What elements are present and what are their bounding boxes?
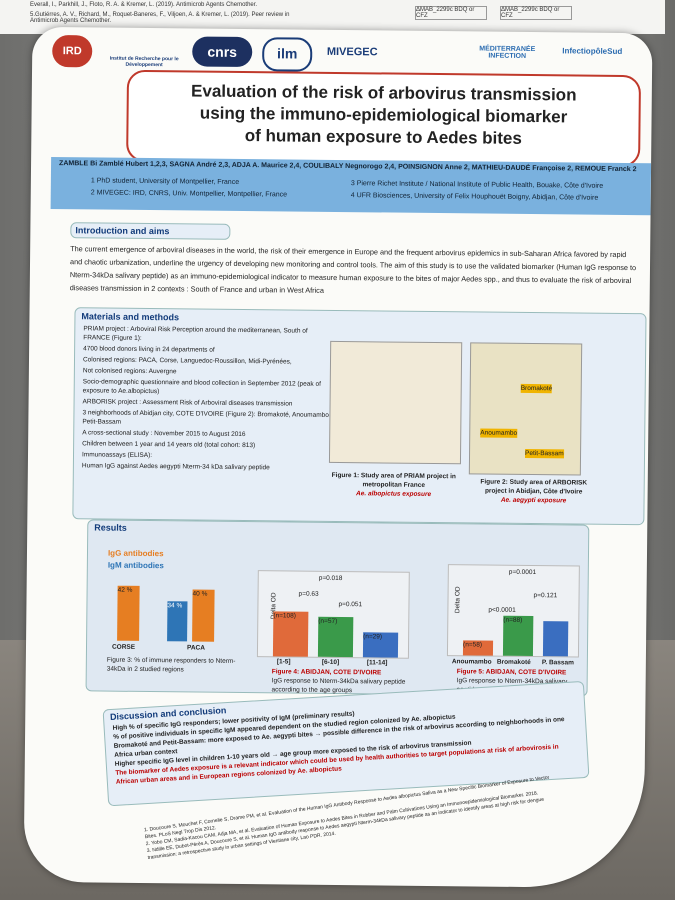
map-label: Petit-Bassam [525,448,564,459]
axis-label: Delta OD [454,586,462,614]
p-value: p<0.0001 [488,606,516,614]
map-label: Anoumambo [480,428,518,438]
ref: 5.Gutiérres, A. V., Richard, M., Roquet-… [30,12,290,24]
affiliation: 4 UFR Biosciences, University of Felix H… [350,192,599,202]
author-band: ZAMBLE Bi Zamblé Hubert 1,2,3, SAGNA And… [50,156,652,216]
ref: Everall, I., Parkhill, J., Floto, R. A. … [30,2,258,8]
legend: IgM antibodies [107,560,164,571]
intro-text: The current emergence of arboviral disea… [69,244,637,295]
p-value: p=0.121 [533,592,558,600]
box: (n=57) [317,616,354,658]
category: CORSE [111,643,136,651]
bar: 34 % [167,601,188,642]
method-item: ARBORISK project : Assessment Risk of Ar… [82,398,293,408]
box [542,621,569,657]
box: (n=58) [462,640,494,656]
fig5: Delta OD p=0.0001 p<0.0001 p=0.121 (n=58… [446,564,580,658]
method-item: Immunoassays (ELISA): [81,451,153,460]
logo: MÉDITERRANÉE INFECTION [479,45,536,60]
method-item: Colonised regions: PACA, Corse, Languedo… [82,356,292,366]
method-item: Not colonised regions: Auvergne [82,367,177,376]
method-item: 3 neighborhoods of Abidjan city, COTE D'… [82,409,331,426]
caption: Figure 1: Study area of PRIAM project in… [331,471,456,489]
category: PACA [186,644,205,652]
box: (n=108) [272,611,309,657]
section-heading: Introduction and aims [70,222,231,240]
map-abidjan: Bromakoté Anoumambo Petit-Bassam [468,342,583,476]
affiliation: 2 MIVEGEC: IRD, CNRS, Univ. Montpellier,… [90,189,288,199]
p-value: p=0.0001 [508,568,537,577]
category: P. Bassam [541,659,574,667]
category: Anoumambo [451,658,492,666]
tag: ΔMAB_2299c BDQ or CFZ [415,6,487,20]
poster: IRD Institut de Recherche pour le Dévelo… [23,26,653,889]
section-heading: Results [94,522,127,533]
logo: cnrs [192,36,253,68]
methods-box: Materials and methods PRIAM project : Ar… [72,307,647,526]
caption: Ae. albopictus exposure [356,490,432,498]
logo: ilm [262,37,313,72]
affiliation: 1 PhD student, University of Montpellier… [90,177,240,186]
p-value: p=0.018 [318,574,343,583]
fig4: Delta OD p=0.018 p=0.63 p=0.051 (n=108) … [256,570,410,659]
method-item: Human IgG against Aedes aegypti Nterm-34… [81,462,270,472]
map-france [328,340,463,465]
p-value: p=0.63 [298,590,319,598]
method-item: Children between 1 year and 14 years old… [82,440,256,450]
p-value: p=0.051 [338,601,363,609]
bar: 40 % [192,589,215,642]
legend: IgG antibodies [107,548,164,559]
bar: 42 % [117,585,140,641]
category: [6-10] [321,658,340,667]
method-item: Socio-demographic questionnaire and bloo… [82,378,321,396]
box: (n=88) [502,615,534,657]
affiliation: 3 Pierre Richet Institute / National Ins… [350,180,604,190]
tag: ΔMAB_2299c BDQ or CFZ [500,6,572,20]
category: [1-5] [276,658,291,666]
logo: InfectiopôleSud [562,46,623,56]
methods-list: PRIAM project : Arboviral Risk Perceptio… [82,324,334,475]
method-item: 4700 blood donors living in 24 departmen… [83,345,215,354]
caption: Ae. aegypti exposure [500,496,567,505]
caption: Figure 2: Study area of ARBORISK project… [480,478,588,496]
box: (n=29) [362,632,399,658]
category: [11-14] [366,659,388,667]
results-box: Results IgG antibodies IgM antibodies 42… [85,519,590,697]
logo-text: Institut de Recherche pour le Développem… [109,55,179,69]
logo: IRD [52,34,93,68]
fig3: 42 % 34 % 40 % [107,576,238,642]
map-label: Bromakoté [520,383,553,394]
category: Bromakoté [496,658,531,667]
logo: MIVEGEC [326,45,378,59]
method-item: PRIAM project : Arboviral Risk Perceptio… [83,325,308,342]
title-box: Evaluation of the risk of arbovirus tran… [126,69,642,168]
caption: Figure 3: % of immune responders to Nter… [106,656,236,674]
method-item: A cross-sectional study : November 2015 … [82,429,246,439]
